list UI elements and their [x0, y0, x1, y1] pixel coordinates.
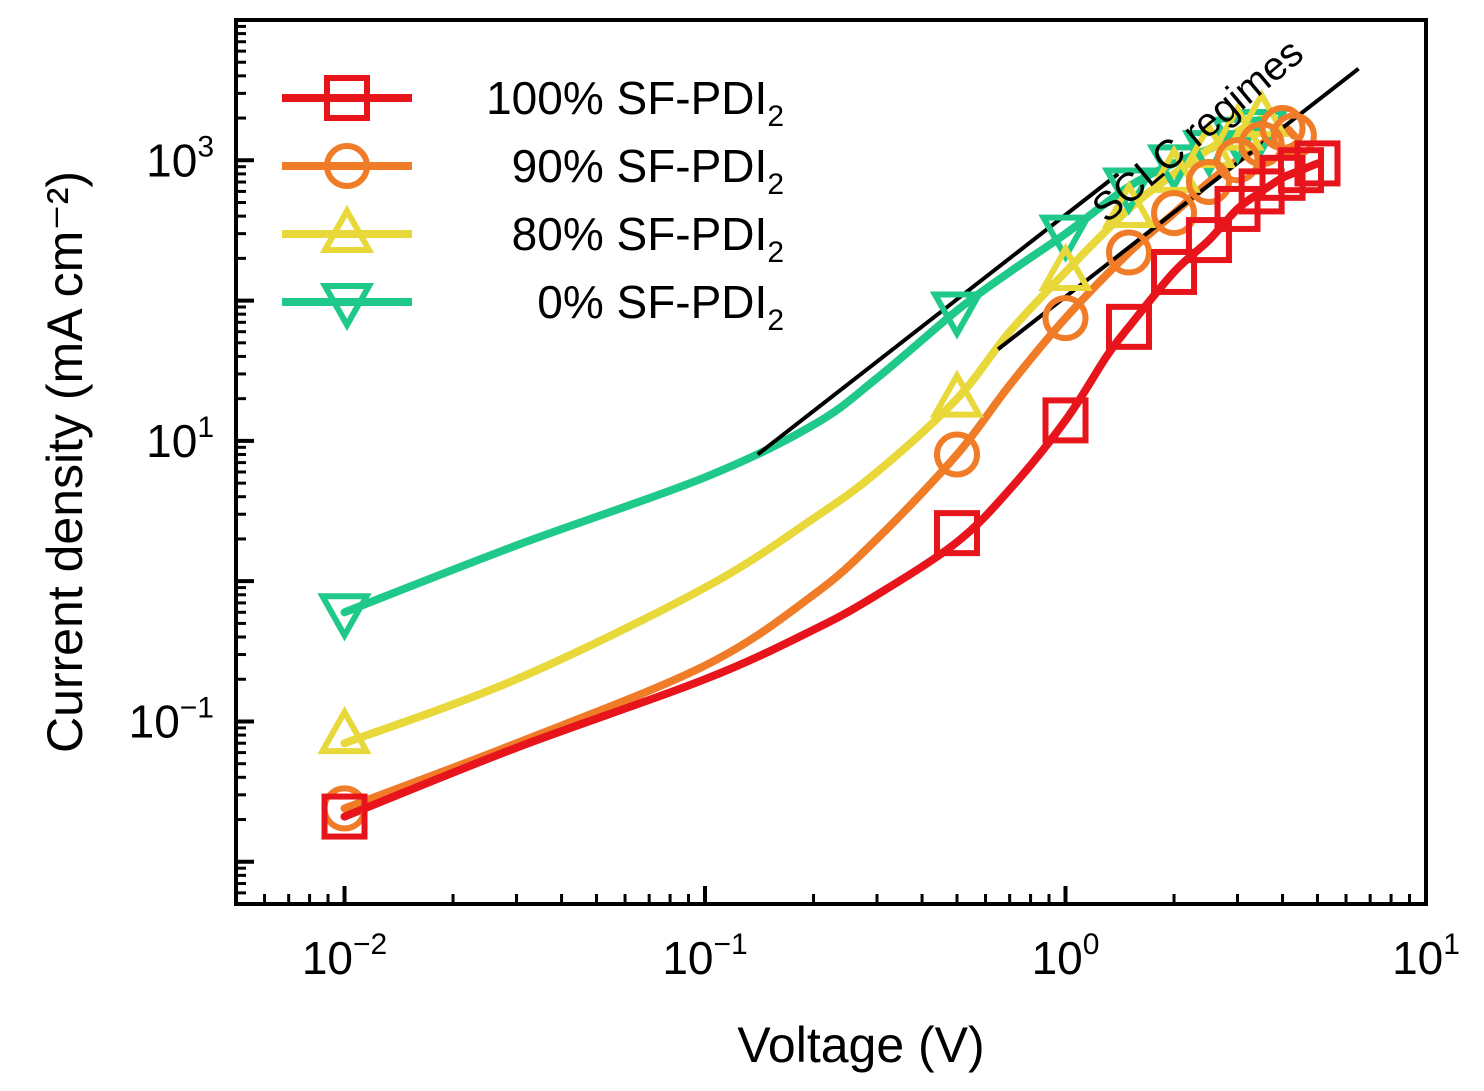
x-tick-label: 10−2	[302, 928, 387, 984]
data-point	[1294, 140, 1341, 187]
data-point	[929, 369, 985, 418]
data-point	[1146, 144, 1202, 193]
series-line	[340, 159, 1322, 821]
x-tick-label: 100	[1032, 928, 1100, 984]
data-point	[1038, 214, 1093, 263]
y-axis: 10−1 101 103	[129, 18, 254, 906]
legend-item: 90% SF-PDI2	[282, 140, 784, 201]
fit-line	[756, 172, 1120, 457]
data-point	[1042, 397, 1089, 444]
legend-label: 90% SF-PDI2	[512, 140, 784, 201]
legend-label: 0% SF-PDI2	[537, 276, 784, 337]
legend-item: 100% SF-PDI2	[282, 72, 784, 133]
data-point	[317, 705, 372, 755]
data-point	[1214, 137, 1261, 184]
series-markers	[317, 88, 1341, 840]
x-tick-label: 101	[1392, 928, 1460, 984]
data-point	[1185, 217, 1232, 264]
x-axis-label: Voltage (V)	[737, 1017, 984, 1073]
data-point	[1105, 303, 1152, 350]
legend-label: 100% SF-PDI2	[486, 72, 784, 133]
y-tick-label: 10−1	[129, 691, 214, 747]
y-tick-label: 103	[146, 130, 214, 186]
data-point	[1101, 167, 1157, 216]
legend: 100% SF-PDI2 90% SF-PDI2 80% SF-PDI2 0% SF-…	[282, 72, 784, 337]
y-tick-label: 101	[146, 411, 214, 467]
data-point	[933, 510, 980, 557]
data-point	[929, 291, 985, 340]
legend-marker	[319, 283, 375, 332]
data-point	[317, 593, 372, 642]
legend-marker	[324, 143, 370, 189]
legend-item: 80% SF-PDI2	[282, 204, 784, 269]
legend-marker	[324, 75, 370, 121]
data-point	[1277, 147, 1324, 194]
data-point	[1151, 190, 1198, 237]
data-point	[1151, 248, 1198, 295]
data-point	[933, 431, 980, 478]
legend-label: 80% SF-PDI2	[512, 208, 784, 269]
data-point	[1210, 116, 1265, 165]
data-point	[1042, 295, 1089, 342]
series-curves	[340, 114, 1322, 821]
legend-item: 0% SF-PDI2	[282, 276, 784, 337]
y-axis-label: Current density (mA cm⁻²)	[37, 171, 93, 753]
x-axis: 10−2 10−1 100 101	[234, 886, 1460, 984]
data-point	[1185, 159, 1232, 206]
x-tick-label: 10−1	[662, 928, 747, 984]
data-point	[1101, 179, 1157, 228]
legend-marker	[319, 204, 375, 253]
data-point	[1038, 242, 1093, 291]
data-point	[1105, 229, 1152, 276]
data-point	[321, 793, 368, 840]
